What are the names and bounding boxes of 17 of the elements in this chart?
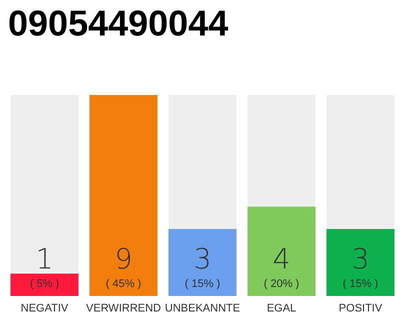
annotation: ( 45% ) [106,278,142,290]
data-label: 1 [36,242,54,276]
annotation: ( 5% ) [30,278,60,290]
data-label: 3 [352,242,370,276]
data-label: 3 [194,242,212,276]
x-tick-label: EGAL [266,302,296,314]
annotation: ( 20% ) [264,278,300,290]
annotation: ( 15% ) [342,278,378,290]
data-label: 4 [272,242,290,276]
x-tick-label: POSITIV [338,302,383,314]
data-label: 9 [114,242,132,276]
x-tick-label: UNBEKANNTE [164,302,240,314]
bar [10,274,78,296]
chart-title: 09054490044 [8,2,228,44]
x-tick-label: NEGATIV [20,302,69,314]
x-tick-label: VERWIRREND [86,302,162,314]
annotation: ( 15% ) [184,278,220,290]
